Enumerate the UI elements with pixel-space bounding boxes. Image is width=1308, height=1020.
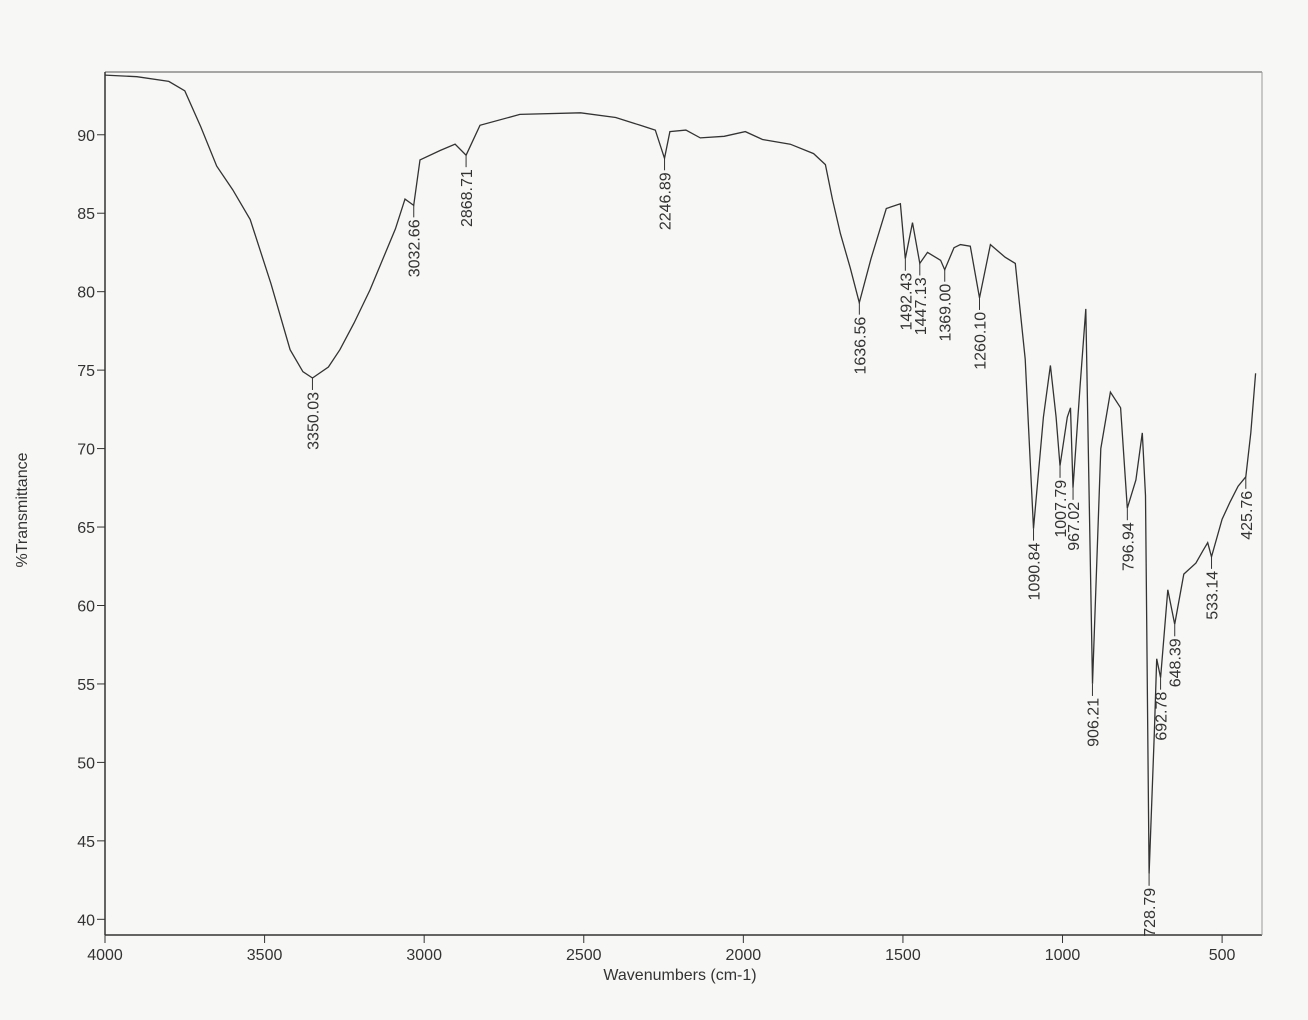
- peak-label: 3350.03: [306, 392, 323, 450]
- peak-label: 533.14: [1205, 571, 1222, 620]
- x-tick-label: 3500: [247, 947, 283, 964]
- y-tick-label: 65: [77, 520, 95, 537]
- peak-label: 2868.71: [459, 169, 476, 227]
- peak-label: 648.39: [1168, 638, 1185, 687]
- y-tick-label: 75: [77, 363, 95, 380]
- peak-label: 692.78: [1154, 692, 1171, 741]
- y-tick-label: 70: [77, 442, 95, 459]
- peak-label: 2246.89: [658, 172, 675, 230]
- peak-label: 906.21: [1086, 698, 1103, 747]
- peak-label: 796.94: [1120, 522, 1137, 571]
- peak-label: 1260.10: [973, 312, 990, 370]
- x-tick-label: 1500: [885, 947, 921, 964]
- peak-label: 1492.43: [898, 273, 915, 331]
- x-tick-label: 3000: [406, 947, 442, 964]
- y-tick-label: 45: [77, 834, 95, 851]
- x-tick-label: 1000: [1045, 947, 1081, 964]
- y-tick-label: 85: [77, 206, 95, 223]
- y-tick-label: 80: [77, 285, 95, 302]
- peak-label: 1090.84: [1027, 543, 1044, 601]
- peak-label: 1447.13: [913, 277, 930, 335]
- y-axis-label: %Transmittance: [14, 452, 31, 567]
- y-tick-label: 50: [77, 755, 95, 772]
- peak-label: 1007.79: [1053, 480, 1070, 538]
- x-tick-label: 4000: [87, 947, 123, 964]
- peak-label: 1369.00: [938, 284, 955, 342]
- peak-label: 3032.66: [407, 219, 424, 277]
- y-tick-label: 55: [77, 677, 95, 694]
- peak-label: 967.02: [1066, 502, 1083, 551]
- peak-label: 1636.56: [852, 317, 869, 375]
- peak-label: 728.79: [1142, 888, 1159, 937]
- x-axis-label: Wavenumbers (cm-1): [603, 967, 756, 984]
- y-tick-label: 90: [77, 128, 95, 145]
- y-tick-label: 60: [77, 598, 95, 615]
- peak-label: 425.76: [1239, 491, 1256, 540]
- x-tick-label: 500: [1209, 947, 1236, 964]
- x-tick-label: 2000: [726, 947, 762, 964]
- x-tick-label: 2500: [566, 947, 602, 964]
- spectrum-line: [104, 74, 1257, 874]
- y-tick-label: 40: [77, 912, 95, 929]
